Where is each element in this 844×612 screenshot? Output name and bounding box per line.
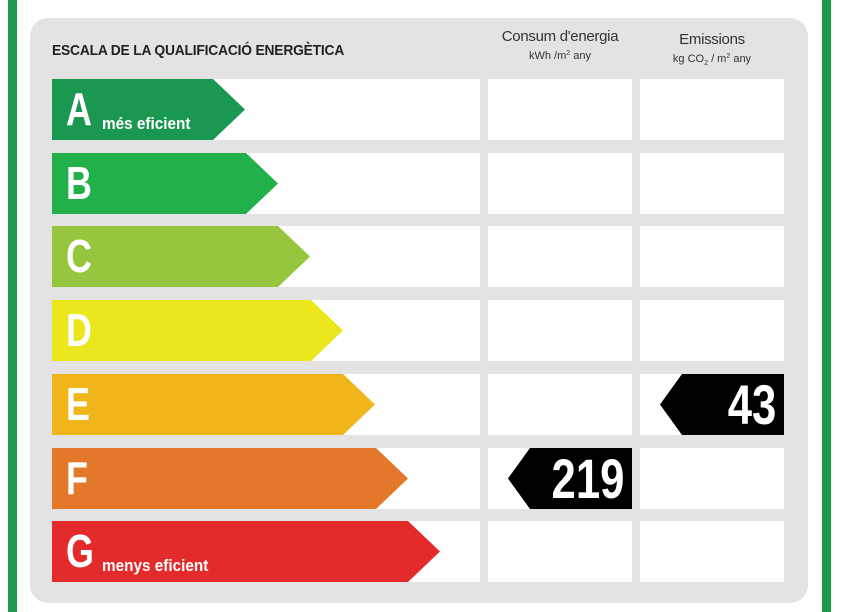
emissions-result-value: 43: [727, 373, 776, 436]
emissions-cell-b: [640, 153, 784, 214]
consumption-cell-b: [488, 153, 632, 214]
rating-letter: C: [66, 230, 92, 282]
rating-bar-b: B: [52, 153, 278, 214]
frame-left-border: [8, 0, 17, 612]
rating-letter: E: [66, 378, 90, 430]
consumption-cell-a: [488, 79, 632, 140]
emissions-cell-d: [640, 300, 784, 361]
consumption-cell-d: [488, 300, 632, 361]
emissions-header-label: Emissions: [679, 31, 745, 48]
emissions-cell-f: [640, 448, 784, 509]
rating-letter: G: [66, 525, 94, 577]
rating-bar-e: E: [52, 374, 375, 435]
rating-bar-f: F: [52, 448, 408, 509]
emissions-cell-c: [640, 226, 784, 287]
consumption-cell-g: [488, 521, 632, 582]
consumption-header-label: Consum d'energia: [501, 28, 619, 45]
rating-letter: F: [66, 452, 88, 504]
rating-letter: D: [66, 304, 92, 356]
rating-letter: B: [66, 157, 92, 209]
emissions-cell-g: [640, 521, 784, 582]
consumption-result-marker: 219: [508, 448, 632, 509]
consumption-unit: kWh /m2 any: [529, 50, 591, 62]
emissions-column-header: Emissions kg CO2 / m2 any: [640, 31, 784, 67]
emissions-unit: kg CO2 / m2 any: [672, 53, 752, 68]
consumption-cell-e: [488, 374, 632, 435]
rating-sublabel: més eficient: [102, 114, 191, 133]
rating-bar-d: D: [52, 300, 343, 361]
emissions-cell-a: [640, 79, 784, 140]
scale-title: ESCALA DE LA QUALIFICACIÓ ENERGÈTICA: [52, 42, 345, 59]
rating-bar-c: C: [52, 226, 310, 287]
consumption-cell-c: [488, 226, 632, 287]
rating-sublabel: menys eficient: [102, 556, 209, 575]
consumption-result-value: 219: [551, 447, 624, 510]
emissions-result-marker: 43: [660, 374, 784, 435]
rating-letter: A: [66, 83, 92, 135]
frame-right-border: [822, 0, 831, 612]
consumption-column-header: Consum d'energia kWh /m2 any: [488, 28, 632, 62]
